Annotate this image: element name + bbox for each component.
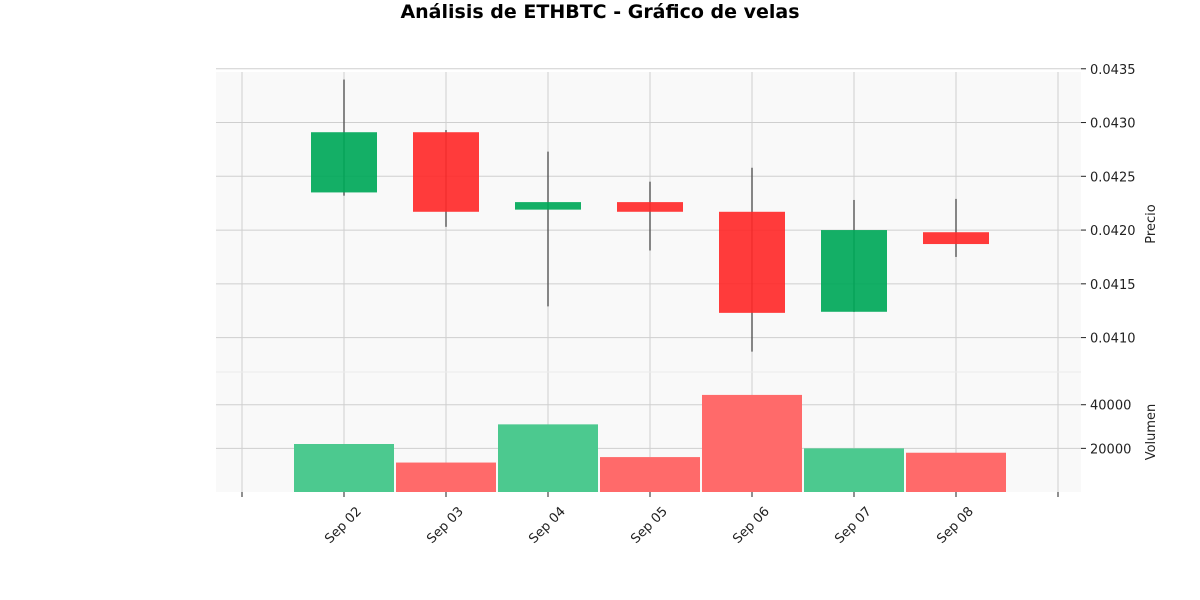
volume-axis-label: Volumen [1144,404,1159,461]
volume-bars [294,394,1006,492]
candle-body [719,211,785,313]
x-tick-label: Sep 03 [424,504,467,547]
x-tick-label: Sep 07 [832,504,875,547]
candle-body [413,132,479,212]
x-tick-label: Sep 04 [526,504,569,547]
candles [311,79,989,352]
x-tick-label: Sep 08 [934,504,977,547]
price-tick-label: 0.0420 [1090,224,1136,239]
price-tick-label: 0.0415 [1090,278,1136,293]
price-tick-label: 0.0430 [1090,117,1136,132]
candle-body [311,132,377,193]
chart-title: Análisis de ETHBTC - Gráfico de velas [400,1,799,23]
candle-body [515,202,581,210]
x-tick-label: Sep 02 [322,504,365,547]
volume-bar [396,462,496,492]
volume-bar [804,448,904,492]
price-axis-label: Precio [1144,204,1159,243]
price-tick-label: 0.0425 [1090,170,1136,185]
volume-bar [498,424,598,492]
volume-bar [294,444,394,492]
volume-bar [906,452,1006,492]
price-tick-label: 0.0435 [1090,63,1136,78]
volume-bar [600,457,700,492]
candle-body [923,232,989,245]
candle-body [821,230,887,312]
x-tick-label: Sep 05 [628,504,671,547]
candle-body [617,202,683,212]
volume-tick-label: 40000 [1090,399,1131,414]
price-tick-label: 0.0410 [1090,332,1136,347]
x-tick-label: Sep 06 [730,504,773,547]
volume-bar [702,394,802,492]
price-panel [216,72,1081,372]
volume-tick-label: 20000 [1090,442,1131,457]
